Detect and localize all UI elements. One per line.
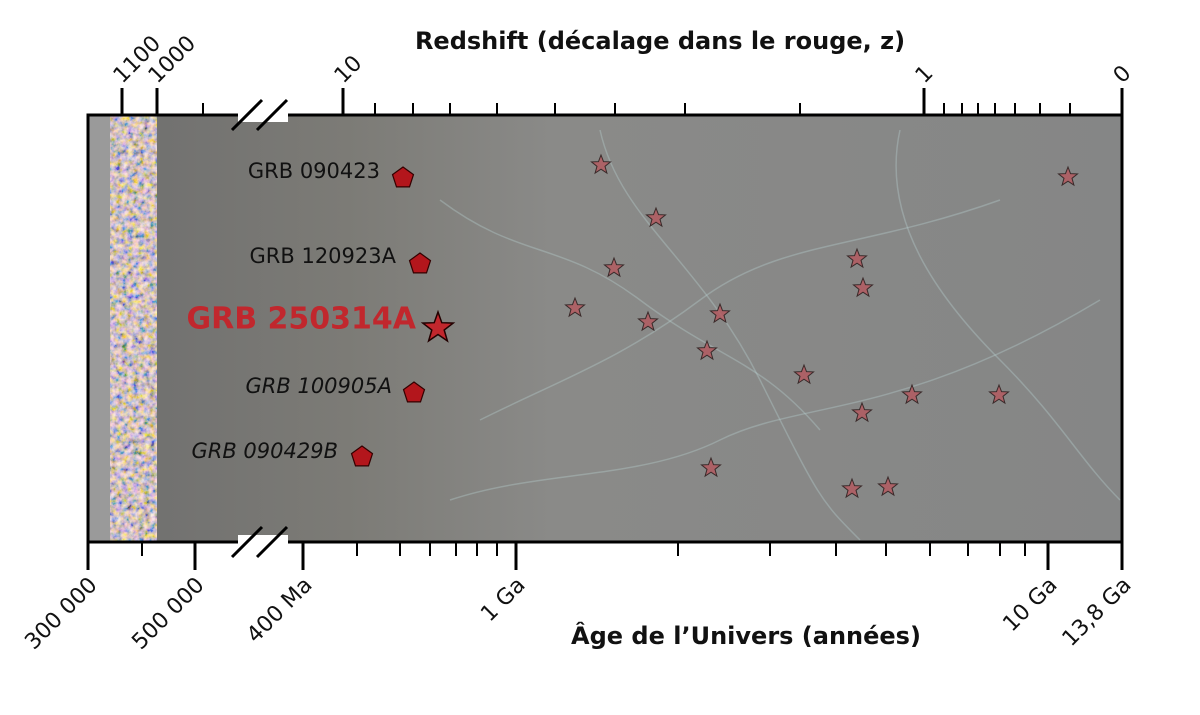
filament bbox=[599, 129, 861, 541]
bottom-tick-label: 500 000 bbox=[127, 573, 209, 655]
dark-age-strip bbox=[88, 115, 110, 542]
cmb-strip bbox=[110, 115, 157, 542]
galaxy-star bbox=[590, 153, 612, 175]
bottom-tick-label: 1 Ga bbox=[476, 573, 530, 627]
frame bbox=[86, 113, 1124, 544]
axis-breaks bbox=[230, 98, 289, 559]
galaxy-star bbox=[852, 276, 874, 298]
galaxy-star bbox=[846, 247, 868, 269]
burst-marker-highlight bbox=[420, 309, 456, 343]
burst-label: GRB 090429B bbox=[191, 439, 338, 463]
galaxy-star bbox=[901, 383, 923, 405]
galaxy-star bbox=[851, 401, 873, 423]
burst-label: GRB 100905A bbox=[246, 374, 392, 398]
galaxy-star bbox=[700, 456, 722, 478]
burst-label-highlight: GRB 250314A bbox=[187, 302, 417, 337]
bottom-axis-title: Âge de l’Univers (années) bbox=[571, 621, 921, 650]
galaxy-star bbox=[793, 363, 815, 385]
galaxy-star bbox=[877, 475, 899, 497]
filament bbox=[439, 199, 821, 431]
burst-marker bbox=[350, 445, 374, 467]
top-tick-label: 10 bbox=[330, 51, 367, 88]
burst-marker bbox=[408, 252, 432, 274]
filament bbox=[479, 199, 1001, 421]
cmb-tint bbox=[110, 115, 157, 542]
top-tick-label: 0 bbox=[1109, 61, 1137, 89]
bottom-tick-label: 13,8 Ga bbox=[1058, 573, 1137, 652]
bottom-tick-label: 400 Ma bbox=[242, 573, 317, 648]
bottom-tick-label: 300 000 bbox=[20, 573, 102, 655]
galaxy-star bbox=[1057, 165, 1079, 187]
galaxy-star bbox=[564, 296, 586, 318]
break-mark bbox=[230, 98, 264, 132]
galaxy-star bbox=[841, 477, 863, 499]
galaxy-star bbox=[709, 302, 731, 324]
burst-marker bbox=[402, 381, 426, 403]
top-tick-label: 1 bbox=[911, 61, 939, 89]
break-mark bbox=[255, 525, 289, 559]
burst-label: GRB 120923A bbox=[250, 244, 397, 268]
sky-background bbox=[88, 115, 1122, 542]
galaxy-star bbox=[603, 256, 625, 278]
cosmic-web bbox=[439, 129, 1121, 541]
galaxy-star bbox=[637, 310, 659, 332]
filament bbox=[895, 129, 1121, 501]
break-mark bbox=[255, 98, 289, 132]
galaxy-star bbox=[988, 383, 1010, 405]
bottom-tick-label: 10 Ga bbox=[998, 573, 1062, 637]
galaxy-star bbox=[696, 339, 718, 361]
top-axis-title: Redshift (décalage dans le rouge, z) bbox=[415, 27, 905, 55]
burst-label: GRB 090423 bbox=[248, 159, 380, 183]
burst-marker bbox=[391, 166, 415, 188]
galaxy-star bbox=[645, 206, 667, 228]
filament bbox=[449, 299, 1101, 501]
break-mark bbox=[230, 525, 264, 559]
